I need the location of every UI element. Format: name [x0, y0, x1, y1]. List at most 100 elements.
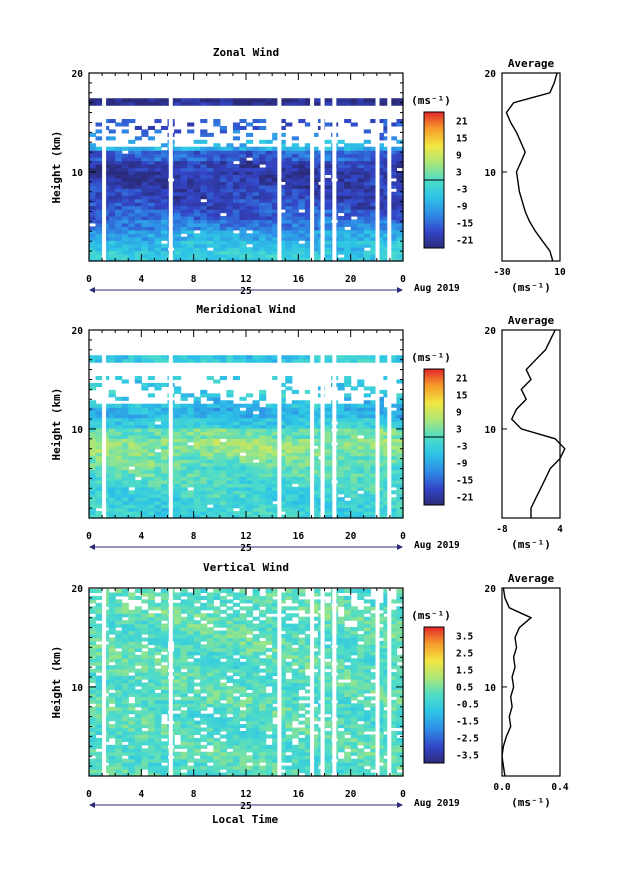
heatmap-cell [291, 198, 299, 203]
heatmap-cell [213, 720, 221, 725]
heatmap-cell [180, 445, 188, 450]
heatmap-cell [174, 692, 182, 697]
heatmap-cell [180, 205, 188, 210]
heatmap-cell [252, 153, 260, 158]
heatmap-cell [252, 209, 260, 214]
heatmap-cell [344, 692, 352, 697]
heatmap-cell [304, 772, 313, 777]
heatmap-cell [272, 459, 280, 464]
heatmap-cell [298, 472, 306, 478]
heatmap-cell [363, 511, 371, 516]
heatmap-cell [174, 184, 182, 189]
heatmap-cell [246, 734, 254, 739]
heatmap-cell [304, 205, 313, 210]
heatmap-cell [128, 703, 136, 708]
heatmap-cell [376, 250, 384, 255]
heatmap-cell [154, 490, 162, 495]
heatmap-cell [246, 692, 254, 697]
heatmap-cell [265, 222, 273, 227]
heatmap-cell [259, 755, 267, 760]
heatmap-cell [291, 699, 299, 704]
heatmap-cell [128, 174, 136, 179]
heatmap-cell [200, 500, 208, 505]
heatmap-cell [219, 710, 227, 715]
heatmap-cell [337, 734, 345, 739]
heatmap-cell [121, 243, 129, 248]
heatmap-cell [193, 226, 201, 231]
heatmap-cell [121, 236, 129, 241]
heatmap-cell [370, 504, 378, 509]
heatmap-cell [206, 215, 214, 221]
heatmap-cell [200, 153, 208, 158]
heatmap-cell [239, 479, 247, 484]
heatmap-cell [337, 445, 345, 450]
heatmap-cell [147, 202, 156, 207]
heatmap-cell [226, 765, 234, 770]
heatmap-cell [370, 424, 378, 429]
heatmap-cell [239, 717, 247, 722]
heatmap-cell [252, 772, 260, 777]
heatmap-cell [160, 486, 169, 491]
heatmap-cell [246, 730, 254, 736]
heatmap-cell [147, 675, 156, 680]
heatmap-cell [259, 685, 267, 691]
heatmap-cell [252, 229, 260, 234]
heatmap-cell [160, 181, 169, 186]
heatmap-cell [226, 417, 234, 422]
heatmap-cell [108, 101, 116, 106]
heatmap-cell [187, 215, 195, 221]
heatmap-cell [187, 254, 195, 259]
heatmap-cell [115, 358, 123, 363]
heatmap-cell [278, 462, 286, 467]
heatmap-cell [121, 229, 129, 234]
heatmap-cell [337, 236, 345, 241]
heatmap-cell [89, 153, 97, 158]
heatmap-cell [219, 184, 227, 189]
heatmap-cell [285, 407, 293, 412]
heatmap-cell [396, 226, 404, 231]
heatmap-cell [370, 427, 378, 433]
heatmap-cell [187, 758, 195, 763]
heatmap-cell [396, 184, 404, 189]
heatmap-cell [278, 229, 286, 234]
heatmap-cell [193, 434, 201, 439]
heatmap-cell [95, 441, 103, 446]
heatmap-cell [357, 737, 365, 742]
heatmap-cell [246, 483, 254, 488]
heatmap-cell [363, 229, 371, 234]
heatmap-cell [252, 195, 260, 200]
heatmap-cell [89, 692, 97, 697]
heatmap-cell [219, 682, 227, 687]
heatmap-cell [252, 205, 260, 210]
heatmap-cell [376, 476, 384, 481]
heatmap-cell [193, 358, 201, 363]
heatmap-cell [174, 212, 182, 217]
heatmap-cell [337, 177, 345, 182]
colorbar-tick-label: 3 [456, 425, 462, 436]
heatmap-cell [357, 414, 365, 419]
heatmap-cell [141, 219, 149, 224]
heatmap-cell [265, 469, 273, 474]
heatmap-cell [337, 438, 345, 443]
heatmap-cell [121, 157, 129, 162]
heatmap-cell [259, 455, 267, 460]
heatmap-cell [147, 490, 156, 495]
heatmap-cell [134, 682, 142, 687]
heatmap-cell [187, 472, 195, 478]
heatmap-cell [180, 720, 188, 725]
heatmap-cell [95, 751, 103, 756]
heatmap-cell [232, 188, 241, 193]
heatmap-cell [108, 476, 116, 481]
heatmap-cell [160, 184, 169, 189]
heatmap-cell [291, 486, 299, 491]
heatmap-cell [226, 455, 234, 460]
heatmap-cell [193, 727, 201, 732]
heatmap-cell [154, 466, 162, 471]
heatmap-cell [265, 765, 273, 770]
heatmap-cell [160, 202, 169, 207]
heatmap-cell [376, 727, 384, 732]
heatmap-cell [232, 744, 241, 749]
heatmap-cell [128, 472, 136, 478]
heatmap-cell [376, 696, 384, 701]
heatmap-cell [115, 240, 123, 245]
